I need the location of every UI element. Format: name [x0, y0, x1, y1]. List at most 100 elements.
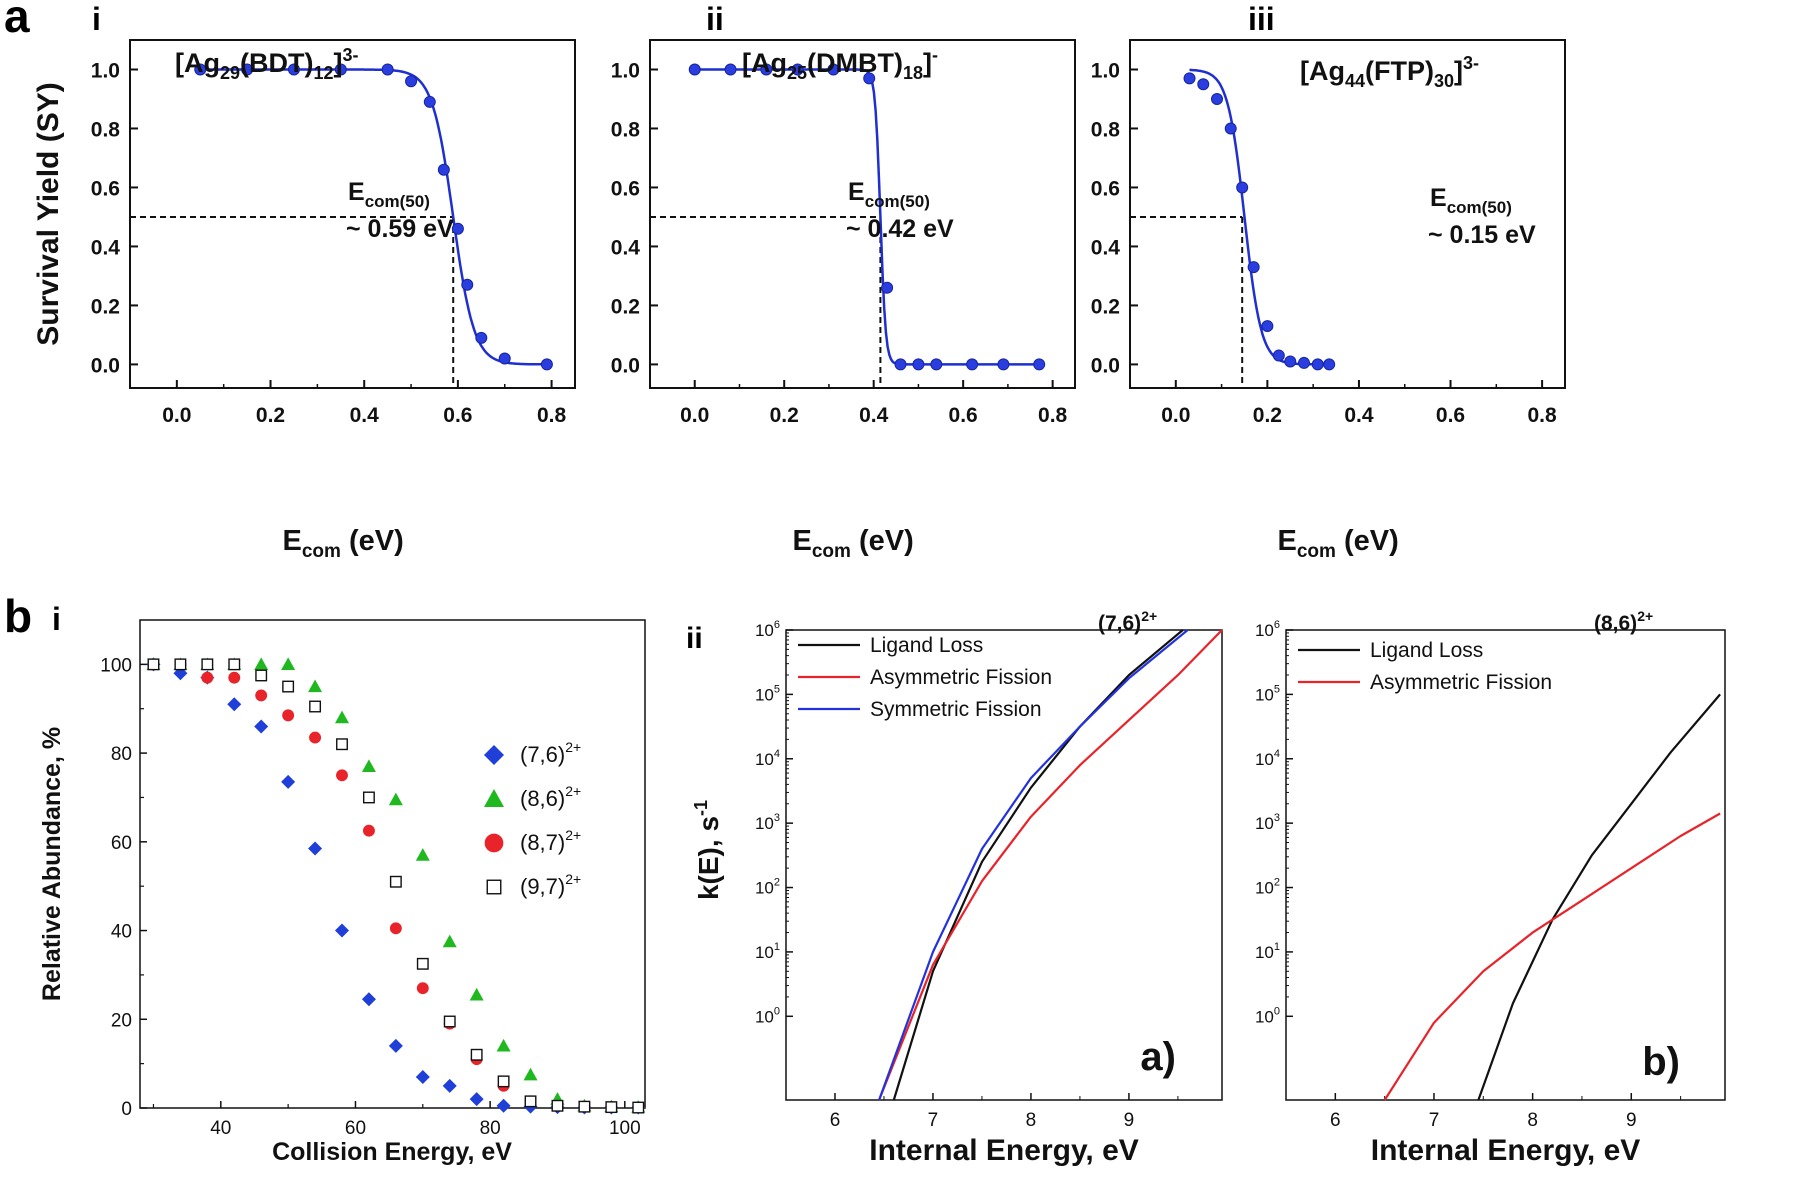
y-tick-label: 103	[755, 812, 780, 833]
y-tick-exp: 4	[1274, 748, 1280, 760]
e50-annotation-value: ~ 0.59 eV	[346, 215, 454, 243]
title-sub: 30	[1434, 71, 1454, 91]
plot-frame	[129, 39, 576, 389]
data-point	[1247, 261, 1260, 274]
y-tick-label: 106	[1255, 619, 1280, 640]
x-tick-label: 0.8	[1528, 404, 1558, 427]
curve-symmetric-fission	[878, 629, 1189, 1101]
legend-label: Ligand Loss	[870, 634, 983, 657]
y-tick-label: 0.2	[1091, 295, 1120, 318]
data-point	[381, 63, 394, 76]
annotation-main: E	[848, 178, 865, 206]
chart-title: (8,6)2+	[1594, 608, 1653, 635]
marker-circle	[282, 709, 295, 722]
corner-label: a)	[1140, 1035, 1176, 1079]
x-tick-label: 6	[830, 1110, 841, 1131]
legend-sup: 2+	[565, 783, 581, 799]
x-tick-label: 0.2	[256, 404, 285, 427]
y-tick-label: 0.8	[1091, 118, 1121, 141]
title-sup: 2+	[1141, 608, 1157, 624]
legend-sup: 2+	[565, 739, 581, 755]
y-tick-base: 10	[1255, 814, 1274, 833]
title-part: [Ag	[742, 48, 787, 78]
chart-title: [Ag29(BDT)12]3-	[175, 45, 359, 83]
data-point	[1033, 358, 1046, 371]
x-tick-label: 0.0	[680, 404, 709, 427]
marker-square	[255, 669, 268, 682]
marker-square	[309, 700, 322, 713]
marker-diamond	[335, 923, 349, 938]
marker-triangle	[496, 1038, 511, 1052]
panel-label-a: a	[4, 0, 30, 42]
legend-label: Ligand Loss	[1370, 639, 1483, 662]
data-point	[1183, 72, 1196, 85]
marker-triangle	[281, 657, 296, 670]
x-axis-label: Internal Energy, eV	[869, 1134, 1139, 1167]
data-point	[688, 63, 701, 76]
data-point	[423, 95, 436, 108]
xlabel-main: E	[283, 525, 302, 557]
corner-label: b)	[1642, 1040, 1680, 1084]
marker-circle	[255, 689, 268, 702]
legend-label: Asymmetric Fission	[870, 666, 1052, 689]
x-tick-label: 0.6	[1436, 404, 1465, 427]
x-axis-label: Ecom (eV)	[283, 525, 404, 562]
marker-diamond	[361, 992, 376, 1007]
legend-entry: Ligand Loss	[798, 634, 983, 657]
marker-square	[497, 1075, 510, 1088]
marker-square	[443, 1015, 456, 1028]
curve-ligand-loss	[1477, 693, 1721, 1101]
marker-square	[336, 738, 348, 751]
chart-a-ii: 0.0 0.2 0.4 0.6 0.8 1.0 0.0 0.2 0.4 0.6 0.8 [Ag25(D…	[611, 39, 1076, 562]
marker-square	[282, 680, 295, 693]
data-point	[475, 331, 488, 344]
data-point	[881, 281, 894, 294]
marker-square	[486, 879, 502, 895]
xlabel-sub: com	[812, 541, 851, 562]
y-tick-base: 10	[755, 750, 774, 769]
data-point	[760, 63, 773, 76]
title-sup: -	[932, 45, 938, 65]
y-tick-label: 0.6	[611, 177, 640, 200]
y-tick-label: 0.2	[91, 295, 120, 318]
chart-title: [Ag25(DMBT)18]-	[742, 45, 938, 83]
marker-square	[228, 658, 241, 671]
y-tick-label: 20	[111, 1010, 132, 1031]
xlabel-tail: (eV)	[341, 525, 404, 557]
legend-label: (8,6)2+	[520, 783, 581, 811]
xlabel-sub: com	[302, 541, 341, 562]
y-tick-label: 0.4	[91, 236, 121, 259]
legend-label: (7,6)2+	[520, 739, 581, 767]
marker-triangle	[388, 792, 403, 806]
annotation-main: E	[1430, 184, 1447, 212]
annotation-sub: com(50)	[865, 192, 930, 211]
marker-diamond	[308, 841, 323, 856]
marker-circle	[362, 824, 375, 837]
y-tick-exp: 6	[1274, 619, 1280, 631]
marker-circle	[389, 922, 402, 935]
marker-triangle	[254, 657, 269, 670]
marker-square	[605, 1101, 618, 1114]
y-tick-exp: 5	[774, 683, 780, 695]
x-tick-label: 6	[1330, 1110, 1341, 1131]
panel-labels: a i ii iii b i ii	[4, 0, 1275, 655]
y-tick-label: 0.0	[1091, 354, 1120, 377]
chart-a-iii: 0.0 0.2 0.4 0.6 0.8 1.0 0.0 0.2 0.4 0.6 0.8 [Ag44(F…	[1091, 39, 1566, 562]
marker-square	[201, 658, 214, 671]
data-point	[287, 63, 300, 76]
annotation-sub: com(50)	[365, 192, 430, 211]
legend-entry: (8,7)2+	[484, 827, 581, 855]
marker-triangle	[335, 710, 349, 724]
marker-circle	[484, 833, 504, 853]
y-tick-exp: 0	[1274, 1005, 1280, 1017]
plot-frame	[649, 39, 1076, 389]
panel-label-a-i: i	[92, 1, 101, 37]
marker-square	[551, 1099, 564, 1112]
title-main: (8,6)	[1594, 612, 1637, 635]
marker-diamond	[415, 1069, 430, 1084]
y-tick-base: 10	[1255, 1007, 1274, 1026]
title-sup: 3-	[343, 45, 359, 65]
x-tick-label: 0.2	[770, 404, 799, 427]
